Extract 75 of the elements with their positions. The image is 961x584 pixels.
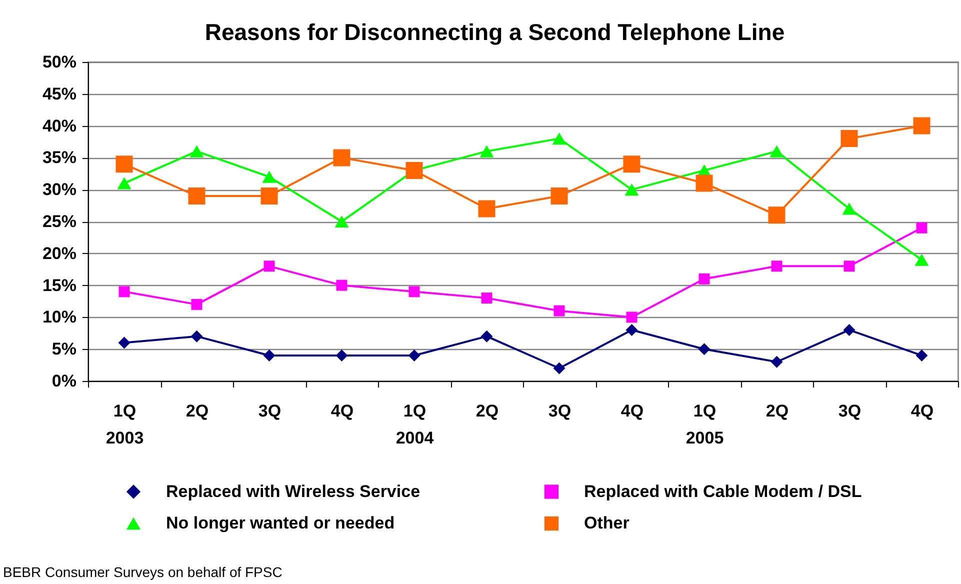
point (262, 170, 276, 183)
point (117, 177, 132, 190)
point (626, 324, 638, 336)
point (698, 343, 710, 356)
point (552, 132, 566, 145)
point (188, 187, 206, 204)
point (696, 174, 713, 192)
point (916, 222, 928, 234)
point (260, 187, 278, 204)
text: BEBR Consumer Surveys on behalf of FPSC (3, 564, 282, 580)
legend-label: No longer wanted or needed (166, 514, 395, 532)
point (913, 117, 930, 134)
point (481, 292, 492, 304)
point (914, 254, 929, 266)
x-tick-label: 2Q (766, 402, 789, 420)
point (840, 130, 858, 148)
point (118, 286, 130, 298)
legend-label: Other (584, 514, 630, 532)
legend-label: Replaced with Cable Modem / DSL (584, 482, 862, 501)
point (844, 260, 855, 272)
point (770, 356, 783, 368)
y-tick-label: 35% (42, 148, 76, 168)
point (771, 260, 782, 272)
point (768, 206, 786, 224)
point (553, 362, 566, 374)
y-tick-label: 10% (42, 308, 76, 327)
point (843, 324, 856, 336)
y-tick-label: 50% (42, 52, 76, 72)
point (116, 156, 133, 173)
y-tick-label: 0% (52, 372, 76, 390)
point (408, 286, 420, 298)
point (336, 349, 348, 362)
point (191, 298, 202, 310)
y-tick-label: 5% (52, 340, 76, 359)
point (334, 215, 349, 228)
point (408, 349, 420, 362)
x-tick-label: 4Q (330, 402, 354, 420)
point (554, 305, 565, 316)
chart-title: Reasons for Disconnecting a Second Telephone Line (204, 19, 785, 45)
x-tick-label: 3Q (548, 402, 572, 420)
point (118, 336, 130, 349)
y-tick-label: 20% (42, 244, 76, 263)
point (190, 145, 204, 158)
point (626, 312, 638, 323)
point (770, 145, 784, 158)
point (698, 273, 710, 284)
y-tick-label: 45% (42, 84, 76, 104)
y-tick-label: 30% (42, 180, 76, 200)
point (478, 200, 496, 218)
x-tick-label: 1Q 2003 (106, 402, 144, 448)
point (480, 145, 494, 158)
x-tick-label: 1Q 2004 (396, 402, 434, 448)
point (263, 349, 276, 362)
point (624, 184, 639, 196)
x-tick-label: 3Q (838, 402, 862, 420)
x-tick-label: 3Q (258, 402, 282, 420)
point (550, 187, 568, 204)
legend-label: Replaced with Wireless Service (166, 482, 420, 501)
y-tick-label: 40% (42, 116, 76, 136)
x-tick-label: 4Q (620, 402, 644, 420)
point (333, 149, 350, 166)
point (190, 330, 203, 342)
x-tick-label: 1Q 2005 (686, 402, 724, 448)
x-tick-label: 2Q (186, 402, 209, 420)
point (842, 202, 856, 215)
point (623, 156, 640, 173)
point (480, 330, 493, 342)
point (406, 162, 423, 179)
point (336, 280, 348, 291)
x-tick-label: 4Q (910, 402, 934, 420)
point (264, 260, 275, 272)
y-tick-label: 15% (42, 276, 76, 295)
x-tick-label: 2Q (476, 402, 499, 420)
y-tick-label: 25% (42, 212, 76, 231)
point (916, 349, 928, 362)
